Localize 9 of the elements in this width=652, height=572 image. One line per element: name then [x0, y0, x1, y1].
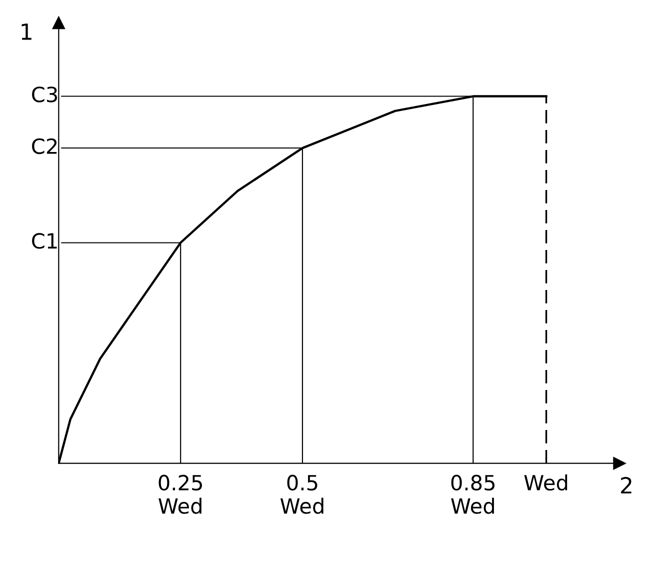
- annotation: C1: [32, 233, 57, 249]
- annotation: C2: [32, 138, 57, 154]
- x-tick-label: 0.85 Wed: [451, 474, 494, 514]
- annotation: C3: [32, 86, 58, 102]
- x-axis-title: 2: [621, 476, 632, 494]
- x-tick-label: Wed: [524, 474, 568, 491]
- x-tick-label: 0.25 Wed: [158, 474, 202, 514]
- y-axis-title: 1: [22, 24, 32, 40]
- x-tick-label: 0.5 Wed: [280, 474, 324, 514]
